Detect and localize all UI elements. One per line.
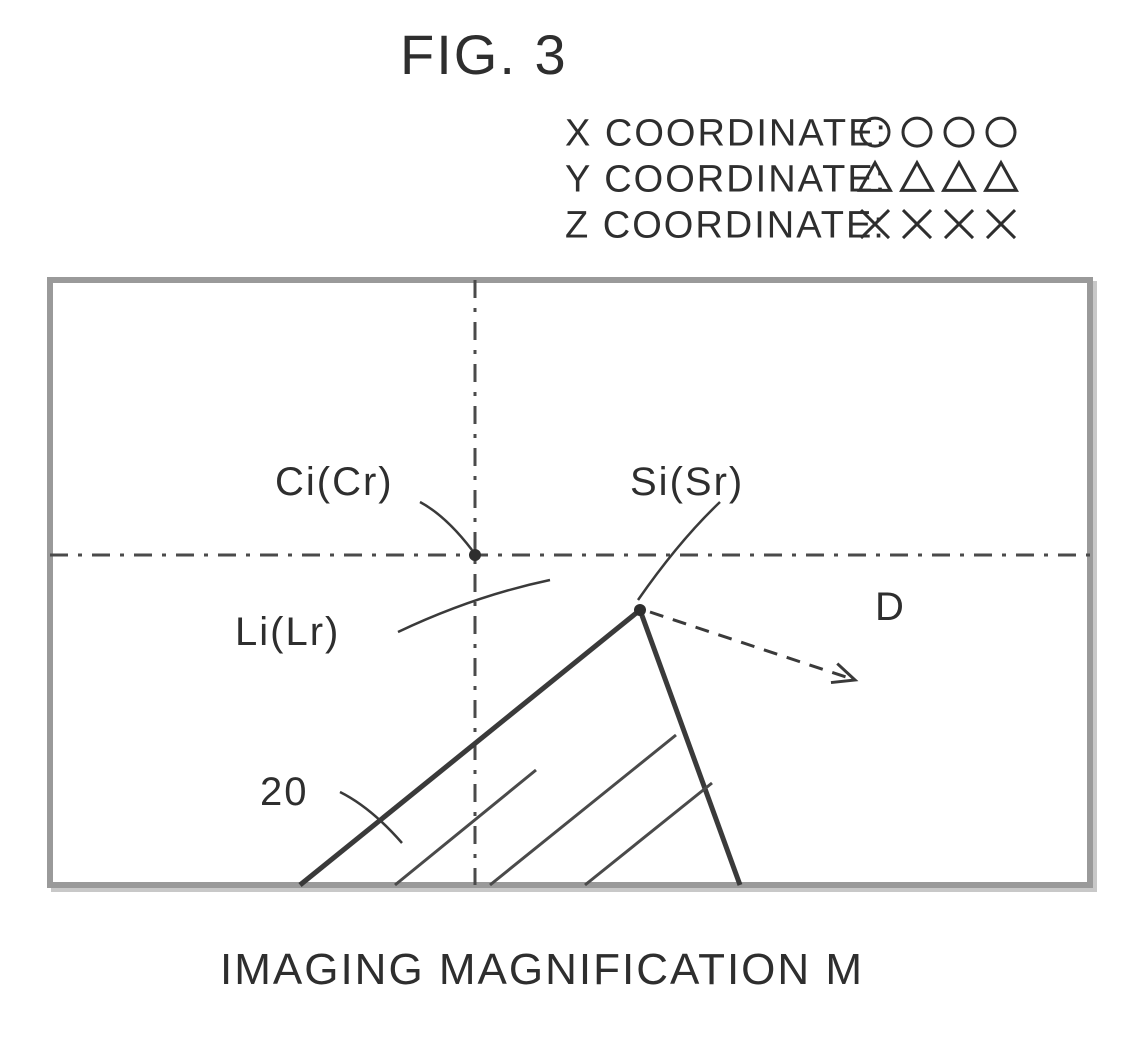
point-si [634,604,646,616]
coord-label: X COORDINATE: [565,112,888,154]
caption-magnification: IMAGING MAGNIFICATION M [220,945,864,995]
triangle-icon [944,163,975,191]
diagram-canvas: X COORDINATE:Y COORDINATE:Z COORDINATE: [0,0,1139,1039]
label-d: D [875,585,906,630]
label-li: Li(Lr) [235,610,340,655]
label-si: Si(Sr) [630,460,744,505]
circle-icon [987,118,1015,146]
circle-icon [945,118,973,146]
point-ci [469,549,481,561]
triangle-icon [902,163,933,191]
coord-label: Z COORDINATE: [565,204,886,246]
label-20: 20 [260,770,309,815]
circle-icon [903,118,931,146]
viewport-frame [50,280,1090,885]
coord-label: Y COORDINATE: [565,158,887,200]
triangle-icon [986,163,1017,191]
label-ci: Ci(Cr) [275,460,394,505]
figure-title: FIG. 3 [400,22,568,87]
